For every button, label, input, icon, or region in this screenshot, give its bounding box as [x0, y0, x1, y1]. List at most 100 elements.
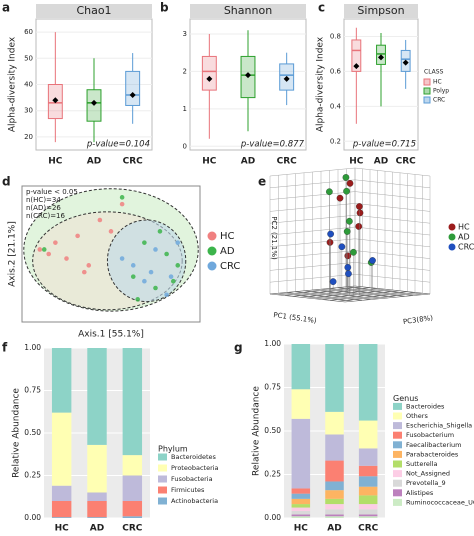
- bar-segment: [325, 490, 344, 499]
- mean-marker: [283, 75, 290, 82]
- bar-segment: [291, 344, 311, 390]
- box: [201, 55, 217, 91]
- y-tick-label: 0.25: [24, 471, 41, 480]
- y-tick-label: 60: [24, 28, 33, 36]
- point: [343, 187, 350, 195]
- bar-segment: [291, 511, 311, 515]
- point: [130, 263, 136, 268]
- y-tick-label: 0.50: [264, 426, 281, 435]
- bar-segment: [325, 344, 344, 412]
- point: [142, 240, 147, 245]
- x-tick-label: AD: [87, 157, 101, 167]
- y-tick-label: 0.75: [264, 383, 281, 392]
- legend-swatch: [158, 497, 167, 505]
- legend-label: Fusobacterium: [406, 431, 454, 439]
- point: [369, 257, 376, 264]
- legend-label: CRC: [220, 261, 240, 272]
- point: [326, 188, 333, 196]
- point: [175, 240, 181, 245]
- point: [119, 201, 125, 207]
- legend-swatch: [393, 422, 402, 430]
- x-tick-label: HC: [55, 524, 70, 534]
- bar-segment: [358, 495, 378, 505]
- mean-marker: [353, 63, 360, 70]
- bar-segment: [325, 516, 344, 518]
- floor-grid: [354, 285, 431, 295]
- wall-grid: [269, 179, 356, 189]
- point: [338, 243, 346, 251]
- point: [46, 251, 51, 257]
- legend-label: AD: [458, 233, 470, 242]
- legend-title: Phylum: [158, 445, 188, 454]
- point: [75, 233, 80, 239]
- legend-label: Prevotella_9: [406, 479, 446, 487]
- y-tick-label: 0.50: [24, 428, 41, 437]
- bar-segment: [325, 514, 344, 517]
- y-tick-label: 40: [24, 81, 33, 89]
- wall-grid: [354, 179, 431, 189]
- bar-segment: [87, 348, 107, 445]
- floor-grid: [284, 287, 371, 296]
- floor-grid: [299, 288, 386, 298]
- legend-label: Firmicutes: [171, 486, 205, 494]
- bar-segment: [122, 516, 143, 518]
- bar-segment: [122, 475, 143, 501]
- point: [153, 247, 158, 252]
- mean-marker: [206, 75, 213, 82]
- y-axis-label: Alpha-diversity Index: [316, 36, 326, 132]
- legend-label: Fusobacteria: [171, 475, 213, 483]
- legend-swatch: [423, 96, 431, 104]
- x-tick-label: CRC: [277, 157, 298, 167]
- legend-marker: [207, 261, 217, 271]
- bar-segment: [291, 516, 311, 518]
- point: [345, 270, 352, 278]
- legend-label: Actinobacteria: [171, 497, 218, 505]
- x-tick-label: HC: [48, 157, 63, 167]
- legend-swatch: [393, 489, 402, 497]
- floor-grid: [269, 285, 356, 295]
- legend-swatch: [393, 460, 402, 468]
- y-tick-label: 0.2: [330, 137, 341, 145]
- point: [119, 256, 125, 261]
- legend-label: Ruminococcaceae_UCG_002: [406, 498, 474, 506]
- point: [142, 278, 147, 284]
- legend-label: Sutterella: [406, 460, 437, 468]
- box: [125, 70, 141, 106]
- chart-title: Shannon: [224, 4, 272, 17]
- legend-title: Genus: [393, 394, 418, 403]
- legend-label: AD: [220, 246, 235, 257]
- point: [135, 297, 140, 302]
- annotation: n(AD)=26: [26, 204, 61, 212]
- wall-grid: [354, 167, 431, 177]
- y-tick-label: 0.00: [24, 513, 41, 522]
- bar-segment: [291, 493, 311, 499]
- point: [157, 229, 163, 234]
- bar-segment: [291, 507, 311, 512]
- legend-marker: [448, 243, 456, 251]
- bar-segment: [358, 516, 378, 518]
- bar-segment: [122, 501, 143, 517]
- legend-swatch: [158, 486, 167, 494]
- annotation: n(HC)=34: [26, 196, 61, 204]
- point: [168, 274, 174, 279]
- legend-label: CRC: [458, 243, 474, 252]
- bar-segment: [358, 476, 378, 487]
- title-strip: [190, 4, 306, 18]
- legend-swatch: [158, 475, 167, 483]
- legend-label: Faecalibacterium: [406, 441, 461, 449]
- legend-label: HC: [433, 79, 442, 86]
- x-tick-label: AD: [374, 157, 388, 167]
- legend-marker: [448, 233, 456, 241]
- wall-grid: [354, 226, 431, 236]
- legend-label: Not_Assigned: [406, 470, 450, 478]
- y-tick-label: 0.8: [330, 32, 341, 40]
- legend-label: Proteobacteria: [171, 464, 219, 472]
- legend-label: Bacteroidetes: [171, 453, 217, 461]
- legend-marker: [207, 231, 217, 241]
- mean-marker: [129, 91, 136, 98]
- point: [343, 228, 351, 235]
- ellipse: [106, 219, 187, 303]
- legend-swatch: [393, 412, 402, 420]
- legend-swatch: [423, 78, 431, 86]
